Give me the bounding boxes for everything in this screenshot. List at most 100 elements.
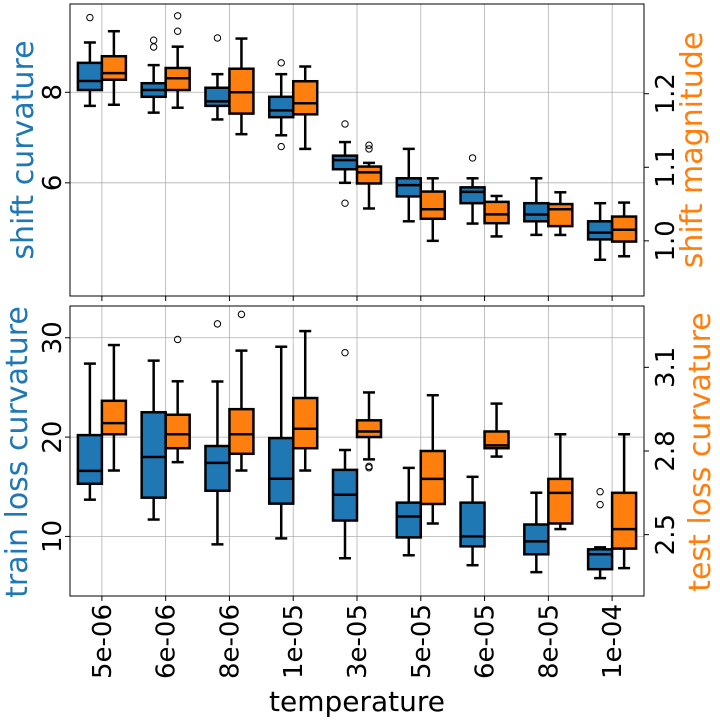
right-series-box [419, 449, 447, 506]
left-tick-label: 10 [38, 520, 68, 553]
right-tick-label: 2.8 [651, 430, 681, 471]
x-tick-label: 3e-05 [343, 604, 373, 679]
panel-shift-left-ticks: 68 [38, 84, 70, 191]
right-series-box-group [610, 433, 638, 570]
right-series-box [291, 79, 319, 116]
left-series-flier [213, 320, 222, 328]
left-series-box-group [76, 362, 104, 501]
right-series-box-group [100, 29, 128, 107]
left-series-box [267, 436, 295, 505]
x-tick-label: 8e-06 [215, 604, 245, 679]
left-series-box [267, 95, 295, 119]
right-series-box-group [355, 391, 383, 472]
right-series-flier [173, 335, 182, 344]
x-tick-label: 8e-05 [534, 604, 564, 679]
left-series-flier [596, 500, 604, 509]
right-axis-label: test loss curvature [683, 312, 718, 592]
right-series-box-group [164, 335, 191, 464]
left-series-box-group [459, 475, 486, 567]
left-series-box [140, 411, 167, 499]
left-series-box-group [204, 34, 231, 121]
right-series-box-group [610, 201, 638, 258]
left-axis-label: shift curvature [6, 40, 41, 259]
right-series-box-group [228, 37, 255, 136]
left-tick-label: 6 [38, 175, 68, 192]
right-series-box [547, 202, 574, 228]
left-series-box [204, 86, 231, 108]
right-tick-label: 1.1 [651, 147, 681, 188]
right-tick-label: 1.0 [651, 220, 681, 261]
left-series-box-group [267, 59, 295, 151]
left-axis-label: train loss curvature [0, 306, 35, 598]
right-series-box-group [228, 310, 255, 472]
left-series-box-group [267, 345, 295, 540]
left-series-box-group [204, 320, 231, 546]
left-series-flier [341, 120, 349, 128]
right-series-box [164, 413, 191, 450]
left-series-flier [341, 199, 349, 207]
x-tick-label: 5e-06 [88, 604, 118, 679]
x-tick-label: 1e-04 [598, 604, 628, 679]
right-series-box [355, 419, 383, 439]
left-series-box [459, 501, 486, 548]
left-series-box [395, 177, 423, 198]
panel-shift-boxes [76, 12, 638, 262]
left-series-flier [86, 13, 94, 22]
left-series-flier [468, 154, 477, 162]
right-series-box [291, 396, 319, 450]
right-series-box [483, 200, 510, 225]
panel-loss-left-ticks: 10 20 30 [38, 321, 70, 553]
right-series-flier [365, 462, 373, 471]
panel-shift: 68 1.01.11.2 shift curvature shift magni… [6, 3, 710, 301]
left-series-box [76, 433, 104, 486]
right-series-box-group [419, 393, 447, 525]
left-series-flier [277, 59, 285, 67]
left-series-box-group [523, 491, 550, 574]
left-series-flier [596, 488, 604, 496]
right-series-flier [365, 141, 373, 149]
right-series-box [547, 477, 574, 525]
right-series-box-group [164, 12, 191, 109]
right-series-box-group [483, 194, 510, 238]
right-series-flier [173, 27, 182, 35]
right-axis-label: shift magnitude [675, 32, 710, 269]
left-series-box [586, 548, 614, 571]
right-series-box [610, 491, 638, 550]
right-series-box [228, 407, 255, 456]
right-tick-label: 3.1 [651, 347, 681, 388]
panel-loss-right-ticks: 2.5 2.8 3.1 [644, 347, 681, 555]
x-tick-label: 1e-05 [279, 604, 309, 679]
right-series-box [100, 399, 128, 436]
left-series-box [76, 61, 104, 92]
panel-shift-right-ticks: 1.0 1.1 1.2 [644, 73, 681, 262]
right-series-box-group [547, 433, 574, 531]
right-series-box-group [100, 343, 128, 472]
right-series-box-group [547, 191, 574, 237]
left-tick-label: 30 [38, 321, 68, 354]
left-series-box-group [523, 177, 550, 237]
panel-loss: 10 20 30 2.5 2.8 3.1 train loss curvature te… [0, 305, 718, 601]
left-series-box [523, 201, 550, 223]
right-series-box-group [419, 177, 447, 243]
right-series-box [483, 430, 510, 450]
panel-shift-x-ticks [101, 296, 613, 301]
right-series-flier [237, 310, 246, 319]
left-series-flier [149, 36, 158, 44]
left-tick-label: 8 [38, 84, 68, 101]
left-tick-label: 20 [38, 421, 68, 454]
left-series-box-group [140, 36, 167, 114]
left-series-box-group [395, 466, 423, 557]
right-series-box-group [355, 141, 383, 210]
right-tick-label: 2.5 [651, 514, 681, 555]
left-series-flier [213, 34, 222, 42]
right-series-box [355, 165, 383, 185]
x-tick-label: 5e-05 [407, 604, 437, 679]
panel-loss-boxes [76, 310, 638, 580]
x-tick-label: 6e-05 [471, 604, 501, 679]
left-series-box-group [331, 348, 359, 560]
left-series-box [459, 186, 486, 205]
left-series-box-group [459, 154, 486, 225]
right-series-flier [365, 145, 373, 153]
